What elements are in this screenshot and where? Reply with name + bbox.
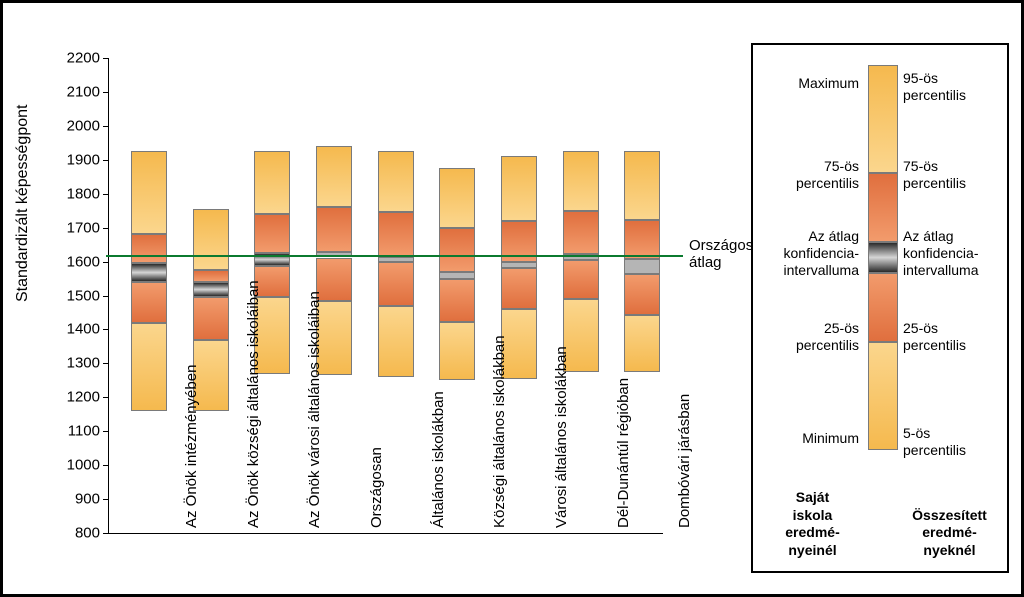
y-tick-mark bbox=[103, 431, 108, 432]
y-tick-label: 1500 bbox=[60, 287, 100, 304]
national-mean-label: Országosátlag bbox=[689, 237, 753, 271]
legend-right-p5: 5-öspercentilis bbox=[903, 425, 966, 459]
y-tick-mark bbox=[103, 499, 108, 500]
legend-right-p25: 25-öspercentilis bbox=[903, 320, 966, 354]
x-label-7: Dél-Dunántúl régióban bbox=[615, 378, 632, 528]
legend-left-max: Maximum bbox=[798, 75, 859, 92]
legend-title-right: Összesítetteredmé-nyeknél bbox=[902, 507, 997, 560]
x-label-0: Az Önök intézményében bbox=[183, 365, 200, 528]
chart-container: Standardizált képességpont 800 900 1000 110… bbox=[0, 0, 1024, 597]
x-label-1: Az Önök községi általános iskoláiban bbox=[245, 280, 262, 528]
legend-panel: Maximum 75-öspercentilis Az átlagkonfide… bbox=[751, 43, 1009, 573]
x-label-6: Városi általános iskolákban bbox=[553, 346, 570, 528]
y-tick-label: 1700 bbox=[60, 219, 100, 236]
y-tick-label: 1300 bbox=[60, 355, 100, 372]
legend-left-ci: Az átlagkonfidencia-intervalluma bbox=[784, 228, 860, 278]
y-tick-mark bbox=[103, 296, 108, 297]
x-label-4: Általános iskolákban bbox=[430, 391, 447, 528]
y-tick-mark bbox=[103, 397, 108, 398]
legend-right-p75: 75-öspercentilis bbox=[903, 158, 966, 192]
x-label-3: Országosan bbox=[368, 447, 385, 528]
y-tick-label: 1000 bbox=[60, 457, 100, 474]
y-tick-mark bbox=[103, 329, 108, 330]
y-tick-mark bbox=[103, 92, 108, 93]
y-axis: 8009001000110012001300140015001600170018… bbox=[63, 58, 108, 533]
x-axis-line bbox=[108, 533, 663, 534]
y-tick-label: 2100 bbox=[60, 83, 100, 100]
y-tick-mark bbox=[103, 262, 108, 263]
y-tick-label: 1900 bbox=[60, 151, 100, 168]
box-0 bbox=[131, 58, 167, 533]
x-label-5: Községi általános iskolákban bbox=[491, 335, 508, 528]
y-tick-mark bbox=[103, 465, 108, 466]
legend-left-p75: 75-öspercentilis bbox=[796, 158, 859, 192]
y-tick-mark bbox=[103, 160, 108, 161]
y-tick-label: 1400 bbox=[60, 321, 100, 338]
chart-area: Standardizált képességpont 800 900 1000 110… bbox=[3, 3, 743, 594]
y-axis-label: Standardizált képességpont bbox=[14, 105, 32, 302]
y-tick-mark bbox=[103, 194, 108, 195]
y-tick-mark bbox=[103, 363, 108, 364]
legend-left-p25: 25-öspercentilis bbox=[796, 320, 859, 354]
y-tick-label: 1200 bbox=[60, 389, 100, 406]
y-tick-label: 800 bbox=[60, 525, 100, 542]
y-tick-mark bbox=[103, 126, 108, 127]
y-tick-mark bbox=[103, 228, 108, 229]
legend-right-p95: 95-öspercentilis bbox=[903, 70, 966, 104]
x-label-8: Dombóvári járásban bbox=[676, 394, 693, 528]
national-mean-line bbox=[106, 255, 683, 257]
legend-left-min: Minimum bbox=[802, 430, 859, 447]
y-tick-label: 1800 bbox=[60, 185, 100, 202]
y-tick-label: 2200 bbox=[60, 50, 100, 67]
legend-right-ci: Az átlagkonfidencia-intervalluma bbox=[903, 228, 979, 278]
y-tick-mark bbox=[103, 533, 108, 534]
y-tick-label: 2000 bbox=[60, 117, 100, 134]
y-tick-label: 1100 bbox=[60, 423, 100, 440]
legend-title-left: Sajátiskolaeredmé-nyeinél bbox=[765, 489, 860, 559]
legend-bar bbox=[868, 65, 898, 450]
y-tick-label: 1600 bbox=[60, 253, 100, 270]
y-tick-mark bbox=[103, 58, 108, 59]
x-label-2: Az Önök városi általános iskoláiban bbox=[306, 291, 323, 528]
y-tick-label: 900 bbox=[60, 491, 100, 508]
